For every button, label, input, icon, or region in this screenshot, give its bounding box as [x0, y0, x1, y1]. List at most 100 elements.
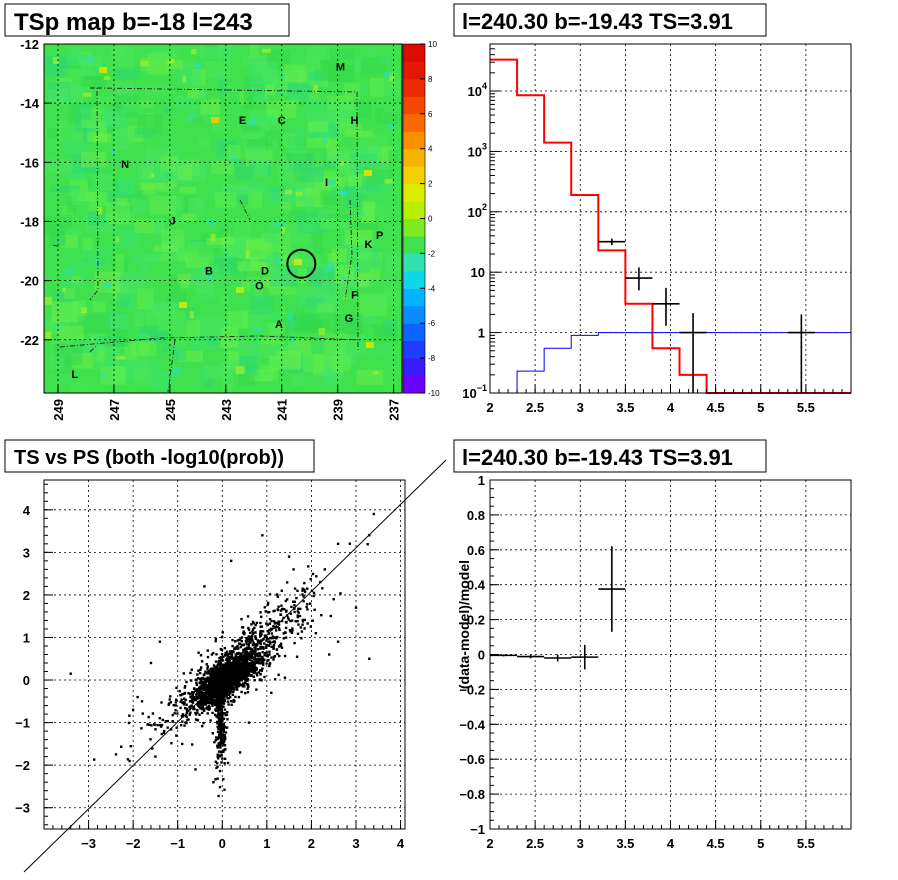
scatter-point: [196, 708, 199, 712]
scatter-point: [266, 603, 269, 606]
map-texture-speck: [359, 212, 364, 217]
scatter-point: [237, 678, 240, 682]
map-texture-patch: [226, 144, 241, 159]
scatter-point: [284, 620, 288, 624]
colorbar-tick-label: -2: [428, 249, 436, 258]
scatter-point: [222, 683, 225, 686]
scatter-point: [218, 704, 222, 707]
map-hotspot: [294, 259, 302, 265]
scatter-point: [244, 662, 247, 665]
scatter-point: [192, 690, 195, 694]
scatter-point: [241, 626, 244, 629]
map-texture-patch: [163, 106, 174, 114]
scatter-x-tick-label: −3: [81, 836, 96, 851]
scatter-point: [206, 655, 210, 659]
residual-y-tick-label: 0.8: [467, 508, 485, 523]
scatter-point: [290, 619, 294, 622]
colorbar-segment: [403, 44, 425, 62]
scatter-point: [247, 644, 251, 647]
map-texture-patch: [323, 369, 335, 386]
scatter-point: [236, 652, 239, 655]
map-x-tick-label: 243: [219, 399, 234, 421]
map-texture-speck: [191, 48, 197, 55]
map-texture-patch: [327, 213, 356, 221]
scatter-point: [263, 642, 266, 645]
scatter-point: [218, 657, 221, 660]
scatter-point: [209, 695, 213, 698]
scatter-point: [253, 643, 256, 646]
scatter-point: [217, 691, 221, 694]
scatter-point: [259, 669, 262, 672]
map-texture-patch: [329, 48, 354, 61]
map-texture-patch: [312, 232, 323, 254]
scatter-point: [232, 686, 235, 689]
scatter-point: [237, 683, 240, 686]
scatter-point: [246, 667, 249, 670]
scatter-point: [229, 688, 232, 691]
scatter-point: [246, 677, 250, 681]
scatter-point: [245, 647, 248, 651]
scatter-point: [256, 639, 259, 642]
scatter-point: [238, 642, 242, 646]
map-texture-patch: [70, 84, 83, 103]
scatter-point: [201, 686, 204, 689]
scatter-point: [217, 713, 220, 716]
map-texture-patch: [227, 311, 248, 329]
map-texture-patch: [306, 137, 332, 148]
scatter-point: [241, 662, 244, 665]
scatter-point: [212, 664, 216, 667]
scatter-point: [297, 623, 300, 626]
scatter-point: [149, 661, 153, 665]
scatter-point: [179, 693, 182, 697]
scatter-point: [296, 610, 299, 613]
map-texture-patch: [131, 341, 157, 357]
scatter-point: [260, 625, 263, 628]
scatter-point: [301, 620, 305, 623]
scatter-point: [178, 690, 181, 693]
scatter-point: [219, 677, 222, 680]
scatter-point: [141, 712, 144, 715]
scatter-point: [303, 627, 306, 630]
scatter-point: [226, 710, 229, 714]
scatter-point: [210, 683, 213, 687]
scatter-point: [209, 685, 212, 688]
scatter-point: [203, 701, 206, 704]
scatter-point: [299, 607, 302, 611]
scatter-point: [213, 693, 216, 696]
scatter-point: [252, 622, 255, 625]
scatter-point: [244, 659, 247, 662]
colorbar-tick-label: 4: [428, 145, 433, 154]
scatter-point: [200, 690, 203, 694]
scatter-point: [320, 614, 323, 617]
scatter-point: [206, 684, 209, 688]
scatter-point: [218, 716, 221, 720]
scatter-point: [323, 568, 326, 571]
map-texture-patch: [247, 139, 273, 147]
scatter-point: [69, 672, 72, 675]
scatter-point: [301, 623, 304, 626]
map-texture-patch: [269, 356, 277, 372]
scatter-point: [203, 688, 206, 691]
scatter-point: [282, 637, 285, 640]
scatter-point: [218, 736, 221, 740]
scatter-point: [159, 725, 163, 728]
scatter-point: [260, 615, 263, 618]
spectrum-x-tick-label: 5: [757, 400, 764, 415]
scatter-point: [196, 688, 200, 691]
scatter-point: [204, 703, 207, 706]
scatter-point: [219, 721, 223, 724]
scatter-point: [218, 743, 221, 746]
scatter-point: [214, 739, 217, 742]
scatter-point: [206, 667, 209, 670]
scatter-point: [194, 695, 197, 699]
scatter-point: [238, 670, 241, 673]
map-texture-speck: [44, 296, 52, 305]
scatter-point: [222, 736, 225, 739]
scatter-point: [249, 654, 252, 658]
scatter-point: [263, 634, 267, 637]
scatter-point: [315, 575, 318, 578]
scatter-point: [248, 663, 251, 666]
scatter-point: [170, 742, 173, 745]
colorbar-segment: [403, 131, 425, 150]
map-texture-patch: [49, 162, 74, 170]
